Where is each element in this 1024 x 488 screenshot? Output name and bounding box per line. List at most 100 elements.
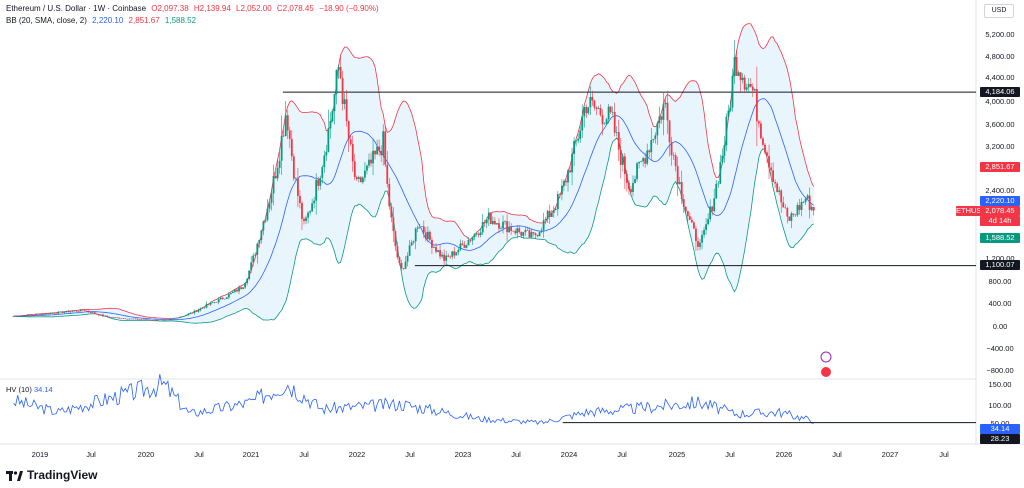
candle-body — [739, 72, 742, 81]
candle-body — [593, 100, 596, 108]
candle-body — [120, 318, 123, 320]
candle-body — [806, 195, 809, 199]
price-tick: 3,600.00 — [985, 120, 1015, 129]
candle-body — [589, 96, 592, 108]
candle-body — [516, 228, 519, 234]
candle-body — [502, 221, 504, 229]
candle-body — [67, 311, 70, 313]
candle-body — [544, 218, 547, 221]
candle-body — [741, 77, 744, 81]
candle-body — [672, 155, 675, 156]
price-tick: 4,800.00 — [985, 52, 1015, 61]
candle-body — [284, 115, 287, 137]
candle-body — [735, 57, 738, 76]
candle-body — [619, 149, 622, 165]
candle-body — [711, 206, 714, 212]
candle-body — [368, 159, 370, 166]
candle-body — [719, 162, 722, 184]
candle-body — [426, 231, 429, 240]
price-tick: 3,200.00 — [985, 142, 1015, 151]
candle-body — [780, 190, 783, 203]
candle-body — [26, 314, 29, 316]
candle-body — [118, 317, 121, 319]
candle-body — [366, 165, 368, 171]
candle-body — [705, 224, 707, 230]
candle-body — [351, 143, 354, 162]
candle-body — [331, 110, 334, 122]
candle-body — [396, 246, 399, 258]
candle-body — [514, 231, 517, 234]
bb-band-fill — [13, 23, 814, 324]
candle-body — [489, 212, 492, 224]
candle-body — [625, 174, 628, 183]
candle-body — [374, 150, 376, 155]
candle-body — [561, 185, 563, 195]
candle-body — [597, 108, 600, 109]
candle-body — [565, 181, 567, 183]
candle-body — [297, 178, 299, 196]
candle-body — [802, 201, 805, 203]
currency-button[interactable]: USD — [984, 4, 1014, 18]
candle-body — [455, 252, 458, 256]
candle-body — [146, 319, 149, 321]
candle-body — [24, 315, 27, 317]
candle-body — [420, 226, 423, 228]
candle-body — [727, 110, 730, 117]
candle-body — [12, 316, 15, 317]
candle-body — [546, 210, 549, 219]
candle-body — [688, 216, 691, 220]
candle-body — [299, 195, 301, 204]
candle-body — [102, 314, 104, 317]
bb-lower-value: 1,588.52 — [164, 16, 197, 25]
candle-body — [227, 294, 230, 298]
candle-body — [71, 311, 74, 312]
candle-body — [540, 230, 543, 233]
candle-body — [668, 120, 671, 143]
candle-body — [217, 299, 220, 303]
candle-body — [760, 123, 762, 139]
candle-body — [548, 210, 551, 217]
time-tick: Jul — [194, 450, 204, 459]
hv-legend[interactable]: HV (10) 34.14 — [6, 385, 53, 394]
candle-body — [550, 212, 553, 217]
candle-body — [37, 314, 39, 315]
symbol-legend[interactable]: Ethereum / U.S. Dollar · 1W · Coinbase O… — [6, 4, 382, 13]
candle-body — [443, 254, 446, 261]
tradingview-logo[interactable]: TradingView — [6, 468, 97, 482]
candle-body — [290, 138, 293, 157]
candle-body — [205, 304, 208, 308]
candle-body — [325, 151, 328, 156]
candle-body — [595, 107, 598, 109]
candle-body — [97, 314, 100, 316]
candle-body — [607, 106, 610, 120]
candle-body — [132, 318, 135, 320]
candle-body — [784, 207, 787, 209]
candle-body — [794, 214, 797, 216]
candle-body — [577, 138, 580, 141]
candle-body — [73, 310, 76, 312]
ohlc-open: O2,097.38 — [151, 4, 189, 13]
lightning-icon — [820, 351, 832, 363]
candle-body — [654, 135, 657, 139]
candle-body — [65, 311, 68, 313]
candle-body — [554, 209, 557, 210]
candle-body — [51, 313, 54, 314]
time-tick: 2019 — [31, 450, 49, 459]
candle-body — [347, 121, 350, 140]
tradingview-logo-icon — [6, 470, 23, 481]
candle-body — [309, 211, 311, 213]
candle-body — [329, 121, 332, 129]
candle-body — [167, 319, 169, 321]
candle-body — [782, 202, 785, 208]
candle-body — [63, 312, 66, 313]
candle-body — [317, 179, 320, 186]
candle-body — [406, 255, 409, 262]
indicator-legend[interactable]: BB (20, SMA, close, 2) 2,220.10 2,851.67… — [6, 16, 199, 25]
bb-label: BB (20, SMA, close, 2) — [6, 16, 87, 25]
candle-body — [632, 182, 634, 193]
candle-body — [311, 203, 314, 212]
candle-body — [144, 319, 147, 321]
candle-body — [187, 313, 190, 315]
candle-body — [169, 319, 171, 320]
